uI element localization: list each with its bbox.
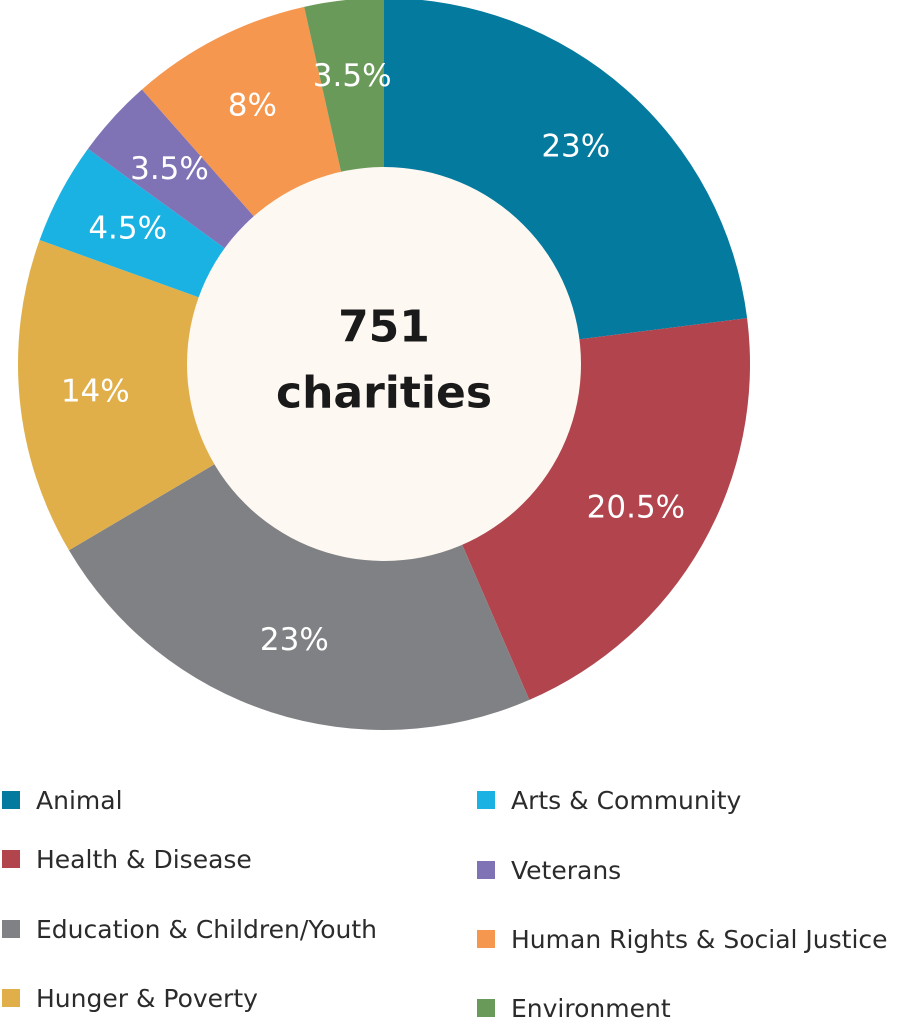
legend-swatch	[2, 850, 20, 868]
legend-item: Arts & Community	[477, 785, 742, 815]
legend-swatch	[2, 791, 20, 809]
slice-value-label: 20.5%	[587, 490, 685, 526]
center-label-count: 751	[338, 302, 430, 353]
slice-value-label: 23%	[541, 128, 610, 164]
legend-label: Health & Disease	[36, 844, 252, 874]
center-label-unit: charities	[276, 368, 492, 419]
slice-value-label: 3.5%	[313, 58, 392, 94]
legend-swatch	[477, 791, 495, 809]
legend-item: Health & Disease	[2, 844, 252, 874]
legend-swatch	[2, 989, 20, 1007]
slice-value-label: 4.5%	[88, 210, 167, 246]
legend-item: Animal	[2, 785, 123, 815]
slice-value-label: 14%	[61, 373, 130, 409]
legend-item: Veterans	[477, 855, 622, 885]
slice-labels: 23% 20.5% 23% 14% 4.5% 3.5% 8% 3.5%	[61, 58, 685, 658]
legend-label: Education & Children/Youth	[36, 914, 378, 944]
slice-value-label: 23%	[260, 622, 329, 658]
legend-label: Arts & Community	[511, 785, 742, 815]
slice-value-label: 3.5%	[130, 151, 209, 187]
legend-label: Human Rights & Social Justice	[511, 924, 888, 954]
donut-chart: 23% 20.5% 23% 14% 4.5% 3.5% 8% 3.5% 751 chariti…	[18, 0, 750, 730]
legend-item: Human Rights & Social Justice	[477, 924, 888, 954]
legend-item: Education & Children/Youth	[2, 914, 378, 944]
legend-label: Environment	[511, 993, 671, 1023]
legend-swatch	[2, 920, 20, 938]
legend-item: Hunger & Poverty	[2, 983, 258, 1013]
legend-label: Animal	[36, 785, 123, 815]
legend-label: Veterans	[511, 855, 622, 885]
legend-swatch	[477, 861, 495, 879]
donut-center	[187, 167, 581, 561]
legend-swatch	[477, 999, 495, 1017]
legend-swatch	[477, 930, 495, 948]
legend-item: Environment	[477, 993, 671, 1023]
legend-label: Hunger & Poverty	[36, 983, 258, 1013]
slice-value-label: 8%	[228, 88, 277, 124]
